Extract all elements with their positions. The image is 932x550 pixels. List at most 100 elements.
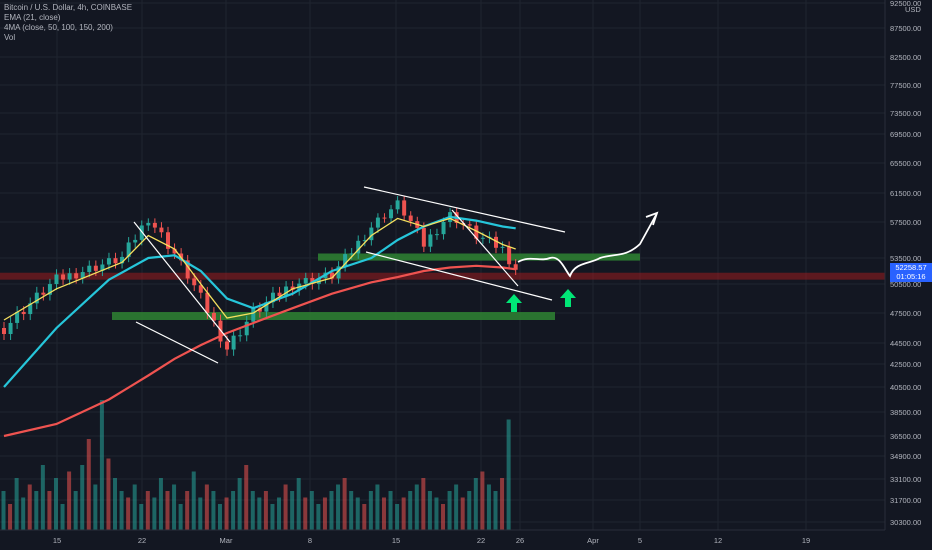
volume-bar [106, 458, 111, 530]
candle-body [146, 222, 151, 226]
volume-bar [191, 471, 196, 530]
volume-bar [40, 465, 45, 530]
volume-bar [27, 484, 32, 530]
volume-bar [263, 491, 268, 530]
candle-body [225, 341, 230, 350]
legend-vol[interactable]: Vol [4, 33, 16, 42]
forecast-arrowhead [645, 211, 659, 226]
candle-body [67, 273, 72, 280]
volume-bar [132, 484, 137, 530]
price-tick-label: 69500.00 [890, 130, 921, 139]
volume-bar [486, 484, 491, 530]
candle-body [8, 322, 13, 334]
volume-bar [80, 465, 85, 530]
volume-bar [473, 478, 478, 530]
volume-bar [237, 478, 242, 530]
candle-body [408, 215, 413, 222]
price-tick-label: 50500.00 [890, 280, 921, 289]
resistance-zone [0, 272, 885, 280]
volume-bar [408, 491, 413, 530]
volume-bar [158, 478, 163, 530]
candle-body [185, 260, 190, 279]
time-tick-label: 22 [138, 536, 146, 545]
volume-bar [73, 491, 78, 530]
volume-bar [8, 504, 13, 530]
candle-body [264, 302, 269, 312]
volume-bar [467, 491, 472, 530]
candle-body [34, 292, 39, 304]
candle-body [15, 311, 20, 323]
candle-body [434, 234, 439, 236]
legend-ma[interactable]: 4MA (close, 50, 100, 150, 200) [4, 23, 113, 32]
price-tick-label: 40500.00 [890, 383, 921, 392]
candle-body [2, 328, 6, 334]
ma-blue-line [3, 215, 516, 388]
volume-bar [53, 478, 58, 530]
candle-body [238, 335, 243, 337]
candle-body [356, 240, 361, 254]
volume-bar [296, 478, 301, 530]
volume-bar [441, 504, 446, 530]
green-up-arrow [506, 294, 522, 312]
volume-bar [316, 504, 321, 530]
volume-bar [244, 465, 249, 530]
forecast-path [517, 214, 657, 278]
candle-body [133, 239, 138, 243]
volume-bar [290, 491, 295, 530]
time-tick-label: 22 [477, 536, 485, 545]
volume-bar [270, 504, 275, 530]
candle-body [54, 274, 59, 285]
candle-body [172, 248, 177, 254]
wedge-line [133, 221, 231, 343]
volume-bar [34, 491, 39, 530]
volume-bar [381, 497, 386, 530]
candle-body [251, 308, 256, 322]
volume-bar [447, 491, 452, 530]
candle-body [87, 265, 92, 273]
volume-bar [126, 497, 131, 530]
candle-body [330, 272, 334, 279]
volume-bar [1, 491, 6, 530]
legend-ema[interactable]: EMA (21, close) [4, 13, 61, 22]
candle-body [349, 253, 354, 255]
legend-symbol[interactable]: Bitcoin / U.S. Dollar, 4h, COINBASE [4, 3, 133, 12]
volume-bar [329, 491, 334, 530]
volume-bar [139, 504, 144, 530]
candle-body [100, 264, 105, 271]
candle-body [343, 254, 348, 267]
time-axis[interactable]: 15 22 Mar 8 15 22 26 Apr 5 12 19 [53, 536, 810, 545]
price-tick-label: 44500.00 [890, 339, 921, 348]
volume-bar [231, 491, 236, 530]
price-tick-label: 77500.00 [890, 81, 921, 90]
volume-bar [434, 497, 439, 530]
candle-body [428, 234, 433, 247]
candle-body [284, 286, 289, 296]
candle-body [389, 209, 394, 219]
candle-body [369, 227, 374, 241]
price-axis[interactable]: 92500.00 87500.00 82500.00 77500.00 73500.00… [890, 0, 921, 527]
wedge-line [365, 251, 553, 301]
candle-body [507, 246, 512, 265]
volume-bar [198, 497, 203, 530]
candle-body [166, 232, 170, 249]
candle-body [402, 200, 407, 216]
time-tick-label: Mar [220, 536, 233, 545]
volume-bar [336, 484, 341, 530]
candle-body [113, 258, 118, 264]
time-tick-label: Apr [587, 536, 599, 545]
candle-body [244, 321, 249, 336]
volume-bar [172, 484, 177, 530]
candle-body [192, 278, 197, 286]
currency-label: USD [905, 5, 921, 14]
volume-bar [506, 419, 511, 530]
candle-body [139, 225, 144, 240]
chart-legend: Bitcoin / U.S. Dollar, 4h, COINBASE EMA … [4, 3, 132, 43]
wedge-line [363, 186, 566, 233]
price-tick-label: 38500.00 [890, 408, 921, 417]
price-tick-label: 36500.00 [890, 432, 921, 441]
candle-body [421, 227, 426, 247]
ema21-line [3, 217, 516, 321]
wedge-line [451, 209, 519, 287]
price-tick-label: 61500.00 [890, 189, 921, 198]
